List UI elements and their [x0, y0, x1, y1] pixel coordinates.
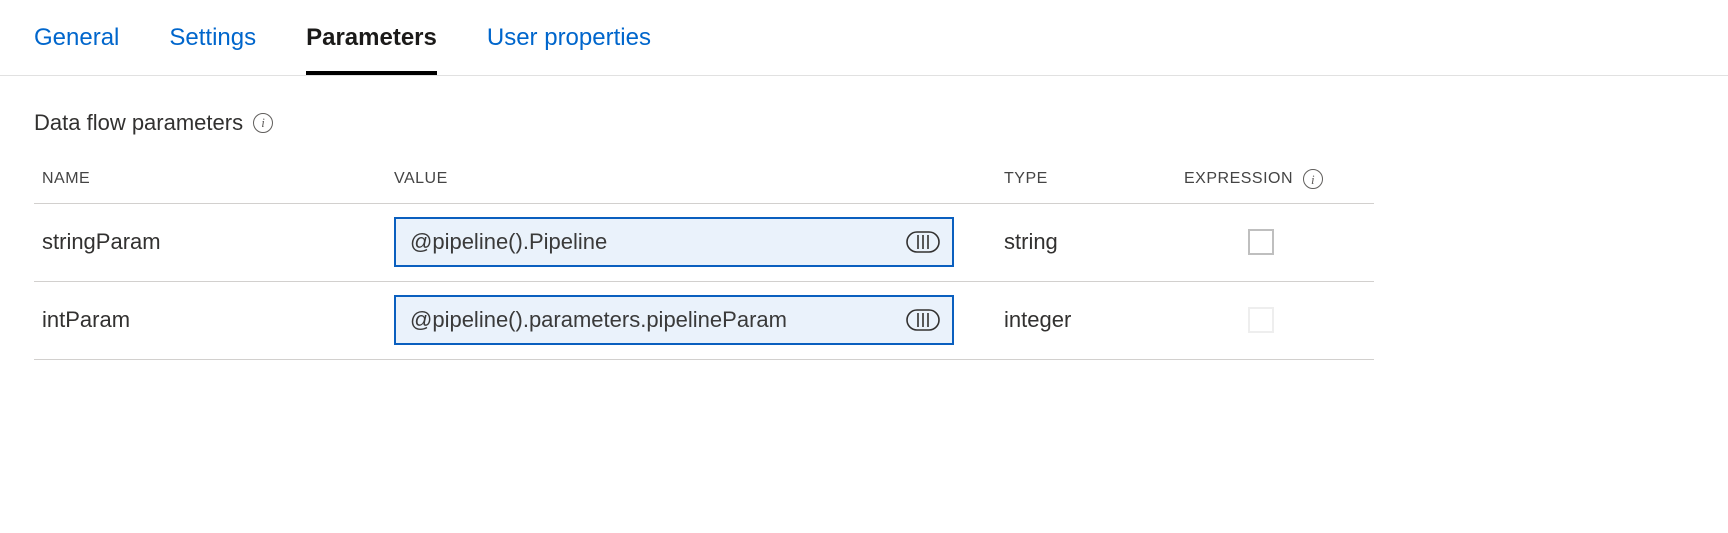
parameters-panel: Data flow parameters i NAME VALUE TYPE E…: [0, 76, 1728, 360]
param-value-input[interactable]: @pipeline().parameters.pipelineParam: [394, 295, 954, 345]
table-header: NAME VALUE TYPE EXPRESSION i: [34, 156, 1374, 204]
expression-builder-icon[interactable]: [906, 231, 940, 253]
param-value-text: @pipeline().Pipeline: [410, 229, 898, 255]
tab-bar: General Settings Parameters User propert…: [0, 0, 1728, 76]
param-value-input[interactable]: @pipeline().Pipeline: [394, 217, 954, 267]
column-header-value: VALUE: [394, 170, 1004, 188]
column-header-type: TYPE: [1004, 170, 1184, 188]
param-type: string: [1004, 229, 1184, 255]
expression-builder-icon[interactable]: [906, 309, 940, 331]
expression-checkbox[interactable]: [1248, 229, 1274, 255]
info-icon[interactable]: i: [253, 113, 273, 133]
info-icon[interactable]: i: [1303, 169, 1323, 189]
param-value-text: @pipeline().parameters.pipelineParam: [410, 307, 898, 333]
section-header: Data flow parameters i: [34, 110, 1694, 136]
param-name: stringParam: [34, 229, 394, 255]
parameters-table: NAME VALUE TYPE EXPRESSION i stringParam…: [34, 156, 1374, 360]
param-type: integer: [1004, 307, 1184, 333]
tab-general[interactable]: General: [34, 24, 119, 75]
table-row: intParam @pipeline().parameters.pipeline…: [34, 282, 1374, 360]
tab-settings[interactable]: Settings: [169, 24, 256, 75]
tab-parameters[interactable]: Parameters: [306, 24, 437, 75]
expression-checkbox: [1248, 307, 1274, 333]
param-name: intParam: [34, 307, 394, 333]
tab-user-properties[interactable]: User properties: [487, 24, 651, 75]
column-header-expression: EXPRESSION i: [1184, 169, 1374, 189]
section-title: Data flow parameters: [34, 110, 243, 136]
column-header-name: NAME: [34, 170, 394, 188]
column-header-expression-label: EXPRESSION: [1184, 170, 1293, 188]
table-row: stringParam @pipeline().Pipeline string: [34, 204, 1374, 282]
